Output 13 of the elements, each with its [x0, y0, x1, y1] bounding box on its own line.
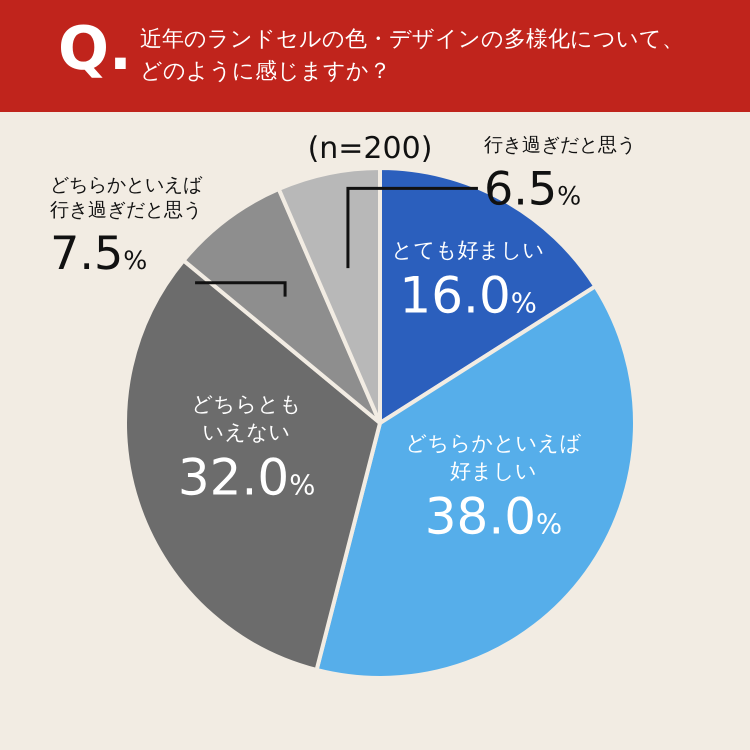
slice-label: どちらかといえば好ましい	[404, 430, 582, 486]
data-label: 38.0%	[424, 487, 562, 546]
slice-label: とても好ましい	[392, 238, 545, 262]
data-label: 6.5%	[484, 161, 582, 216]
text: Q.	[58, 14, 132, 84]
chart-subtitle: (n=200)	[308, 131, 432, 166]
slice-label: どちらかといえば行き過ぎだと思う	[50, 172, 204, 223]
data-label: 32.0%	[178, 448, 316, 506]
slice-label: どちらともいえない	[190, 391, 303, 446]
chart-title: 近年のランドセルの色・デザインの多様化について、どのように感じますか？	[140, 26, 685, 86]
data-label: 16.0%	[399, 266, 537, 324]
data-label: 7.5%	[50, 226, 148, 280]
slice-label: 行き過ぎだと思う	[484, 133, 637, 158]
